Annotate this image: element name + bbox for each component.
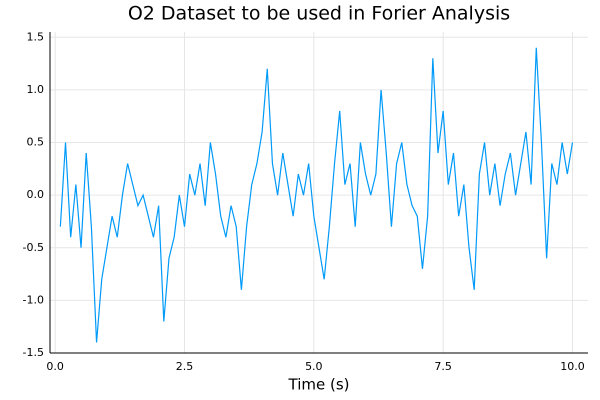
x-tick-label: 2.5 [176, 360, 194, 373]
x-axis-label: Time (s) [288, 376, 350, 394]
data-line [59, 47, 574, 343]
y-tick-label: 0.5 [27, 136, 45, 149]
y-tick-label: -1.0 [23, 293, 44, 306]
x-tick-label: 0.0 [46, 360, 64, 373]
y-tick-label: -0.5 [23, 241, 44, 254]
chart-title: O2 Dataset to be used in Forier Analysis [128, 3, 510, 25]
x-tick-label: 5.0 [305, 360, 323, 373]
y-tick-label: 0.0 [27, 188, 45, 201]
y-tick-label: -1.5 [23, 346, 44, 359]
y-tick-label: 1.5 [27, 30, 45, 43]
y-tick-label: 1.0 [27, 83, 45, 96]
x-tick-label: 10.0 [560, 360, 585, 373]
x-tick-label: 7.5 [434, 360, 452, 373]
